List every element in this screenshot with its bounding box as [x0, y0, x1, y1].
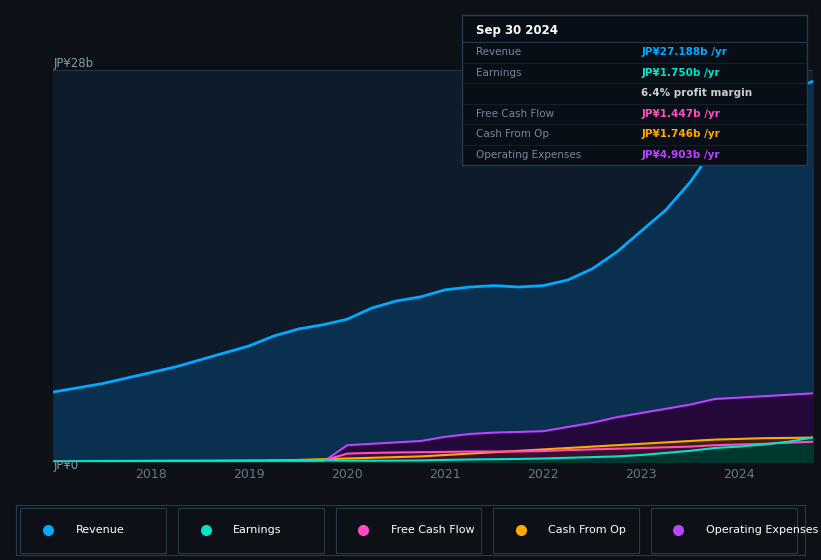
Text: Free Cash Flow: Free Cash Flow: [476, 109, 554, 119]
Text: Revenue: Revenue: [476, 47, 521, 57]
Text: Earnings: Earnings: [233, 525, 282, 535]
Bar: [739, 70, 813, 462]
FancyBboxPatch shape: [651, 507, 796, 553]
Text: JP¥4.903b /yr: JP¥4.903b /yr: [641, 150, 720, 160]
FancyBboxPatch shape: [493, 507, 639, 553]
FancyBboxPatch shape: [178, 507, 323, 553]
Text: JP¥1.746b /yr: JP¥1.746b /yr: [641, 129, 720, 139]
Text: JP¥1.447b /yr: JP¥1.447b /yr: [641, 109, 720, 119]
Text: Earnings: Earnings: [476, 68, 521, 78]
Text: JP¥1.750b /yr: JP¥1.750b /yr: [641, 68, 720, 78]
FancyBboxPatch shape: [336, 507, 481, 553]
Text: Sep 30 2024: Sep 30 2024: [476, 24, 557, 37]
Text: Free Cash Flow: Free Cash Flow: [391, 525, 475, 535]
Text: Cash From Op: Cash From Op: [548, 525, 626, 535]
Text: Operating Expenses: Operating Expenses: [706, 525, 819, 535]
Text: 6.4% profit margin: 6.4% profit margin: [641, 88, 753, 98]
FancyBboxPatch shape: [21, 507, 166, 553]
Text: JP¥28b: JP¥28b: [53, 57, 94, 70]
Text: Cash From Op: Cash From Op: [476, 129, 548, 139]
Text: Revenue: Revenue: [76, 525, 124, 535]
Text: JP¥27.188b /yr: JP¥27.188b /yr: [641, 47, 727, 57]
Text: JP¥0: JP¥0: [53, 459, 79, 472]
Text: Operating Expenses: Operating Expenses: [476, 150, 581, 160]
